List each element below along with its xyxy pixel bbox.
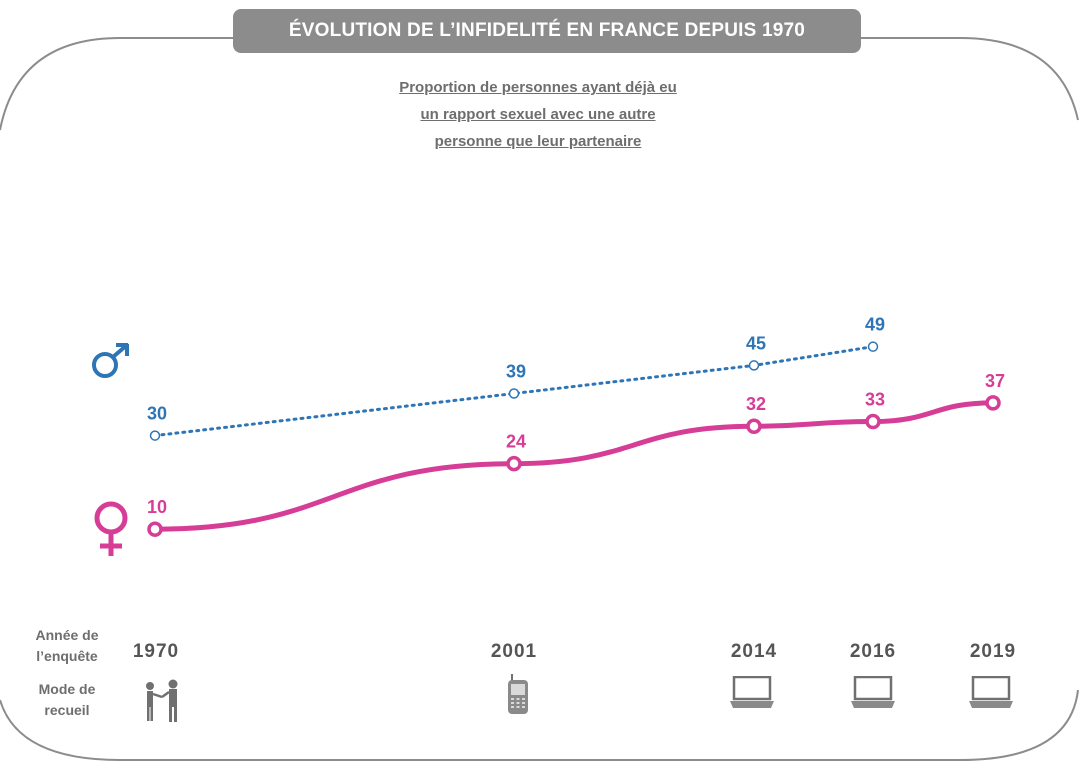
data-point-men-1970 [149,430,161,441]
mode-row-label-line-2: recueil [44,702,90,718]
data-point-women-2014 [746,418,762,434]
series-line-men [153,345,875,438]
data-label-women-2001: 24 [506,432,526,452]
data-label-men-1970: 30 [147,404,167,424]
rounded-border [0,37,1079,761]
year-label-2001: 2001 [490,641,538,662]
data-point-women-2016 [865,413,881,430]
year-row-label-line-1: Année de [35,627,99,643]
year-label-2014: 2014 [730,641,778,662]
chart-title: ÉVOLUTION DE L’INFIDELITÉ EN FRANCE DEPU… [233,9,861,53]
data-label-women-2014: 32 [746,394,766,414]
mode-row-label-line-1: Mode de [38,681,96,697]
data-label-men-2016: 49 [865,315,885,335]
data-point-men-2001 [508,388,520,399]
mode-row-label: Mode de recueil [22,679,112,721]
laptop-icon [969,676,1013,708]
data-label-men-2001: 39 [506,361,526,381]
data-point-women-2001 [506,455,522,472]
subtitle-line-3: personne que leur partenaire [434,133,642,150]
series-line-women [154,400,994,532]
data-point-men-2014 [748,360,760,371]
year-label-2019: 2019 [969,641,1017,662]
subtitle-line-1: Proportion de personnes ayant déjà eu [399,79,677,96]
year-row-label-line-2: l’enquête [36,648,98,664]
mobile-phone-icon [508,674,528,714]
data-label-women-2016: 33 [865,390,885,410]
female-symbol-icon [94,501,128,556]
chart-plot-area: 30 39 45 49 10 24 32 33 37 [147,315,1005,537]
data-point-women-1970 [147,521,163,537]
data-point-women-2019 [985,395,1001,411]
data-label-men-2014: 45 [746,333,766,353]
year-label-1970: 1970 [132,641,180,662]
data-label-women-2019: 37 [985,371,1005,391]
data-label-women-1970: 10 [147,497,167,517]
subtitle-line-2: un rapport sexuel avec une autre [420,106,656,123]
year-label-2016: 2016 [849,641,897,662]
face-to-face-interview-icon [146,679,178,722]
chart-subtitle: Proportion de personnes ayant déjà eu un… [350,74,726,155]
laptop-icon [730,676,774,708]
data-point-men-2016 [867,341,879,352]
laptop-icon [851,676,895,708]
male-symbol-icon [92,343,129,378]
year-row-label: Année de l’enquête [22,625,112,667]
